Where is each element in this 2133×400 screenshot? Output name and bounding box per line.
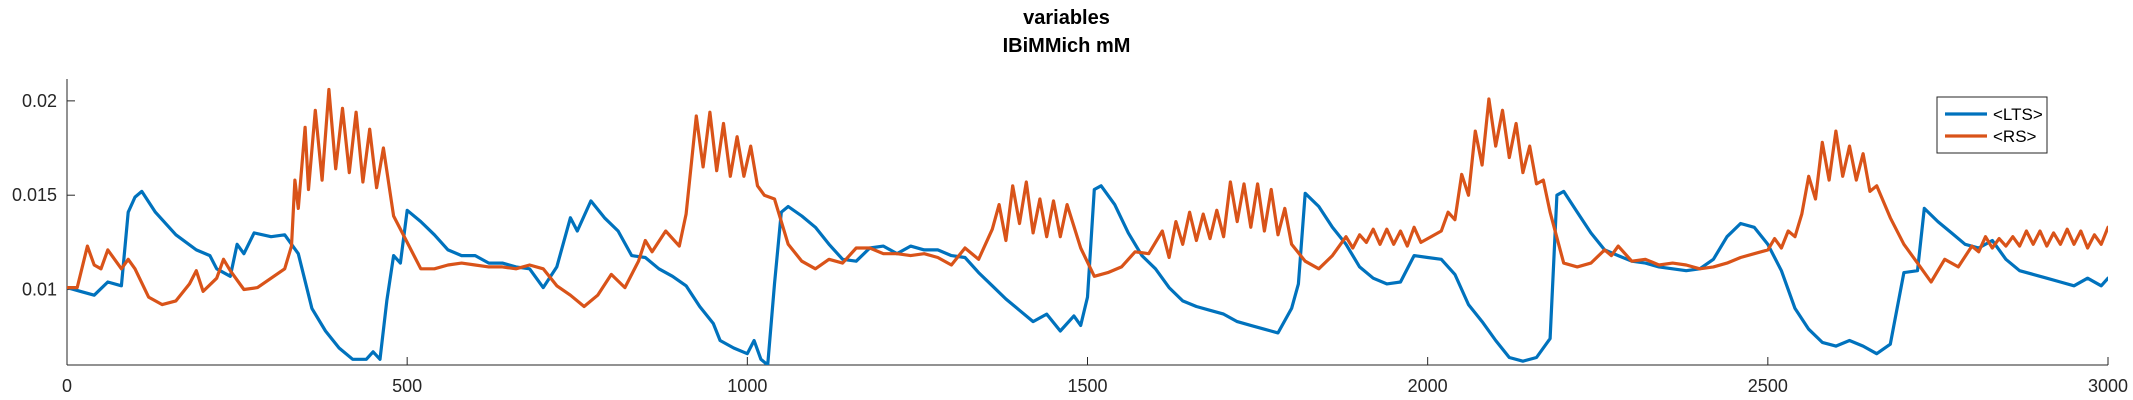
chart-title: variables	[1023, 7, 1110, 29]
legend-box	[1936, 96, 2048, 154]
chart-subtitle: IBiMMich mM	[1002, 35, 1131, 57]
series-line-rs	[67, 87, 2108, 309]
legend-label-rs: <RS>	[1993, 127, 2037, 146]
y-tick-label: 0.01	[22, 280, 57, 300]
x-tick-label: 0	[62, 376, 72, 396]
x-tick-label: 1000	[727, 376, 767, 396]
axes: 0 500 1000 1500 2000 2500 3000 0.01 0.015 0.02	[12, 79, 2128, 396]
x-tick-label: 1500	[1067, 376, 1107, 396]
legend: <LTS> <RS>	[1936, 96, 2048, 154]
series-layer	[67, 87, 2108, 365]
x-tick-label: 3000	[2088, 376, 2128, 396]
chart-title-block: variables IBiMMich mM	[0, 4, 2133, 60]
series-line-lts	[67, 184, 2108, 365]
y-tick-label: 0.015	[12, 185, 57, 205]
x-tick-label: 2500	[1748, 376, 1788, 396]
legend-label-lts: <LTS>	[1993, 105, 2043, 124]
y-tick-label: 0.02	[22, 91, 57, 111]
x-tick-label: 500	[392, 376, 422, 396]
x-tick-label: 2000	[1408, 376, 1448, 396]
